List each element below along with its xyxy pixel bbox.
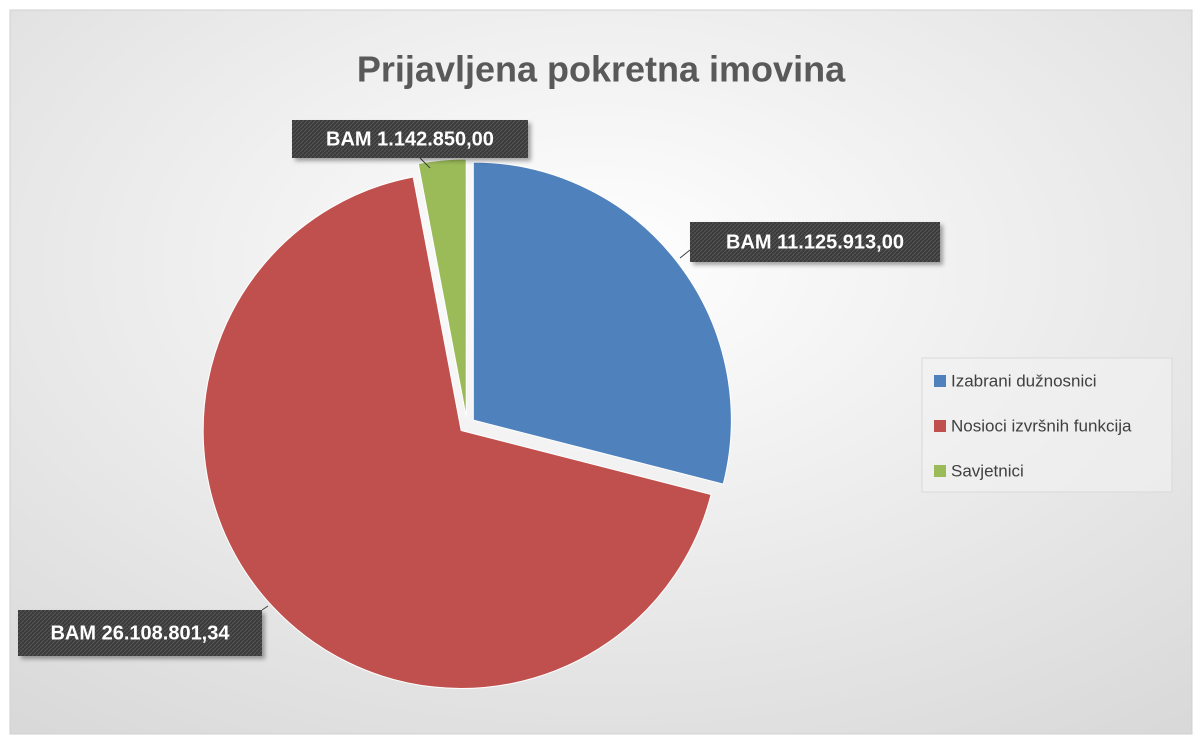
data-label: BAM 1.142.850,00 bbox=[326, 128, 494, 150]
chart-title: Prijavljena pokretna imovina bbox=[357, 49, 846, 90]
legend-swatch bbox=[934, 420, 946, 432]
pie-slice bbox=[202, 176, 712, 689]
data-label: BAM 11.125.913,00 bbox=[726, 231, 904, 253]
pie-slice bbox=[417, 158, 467, 418]
leader-line bbox=[419, 157, 431, 169]
legend-label: Savjetnici bbox=[951, 461, 1024, 480]
legend-label: Nosioci izvršnih funkcija bbox=[951, 416, 1132, 435]
pie-slice bbox=[472, 161, 732, 485]
data-label: BAM 26.108.801,34 bbox=[50, 622, 230, 644]
legend-swatch bbox=[934, 375, 946, 387]
data-label-box bbox=[292, 120, 528, 158]
leader-line bbox=[679, 249, 691, 259]
leader-line bbox=[261, 605, 269, 611]
data-label-box bbox=[18, 610, 262, 656]
data-label-box bbox=[690, 222, 940, 262]
legend-label: Izabrani dužnosnici bbox=[951, 371, 1097, 390]
legend bbox=[921, 357, 1173, 493]
legend-swatch bbox=[934, 465, 946, 477]
